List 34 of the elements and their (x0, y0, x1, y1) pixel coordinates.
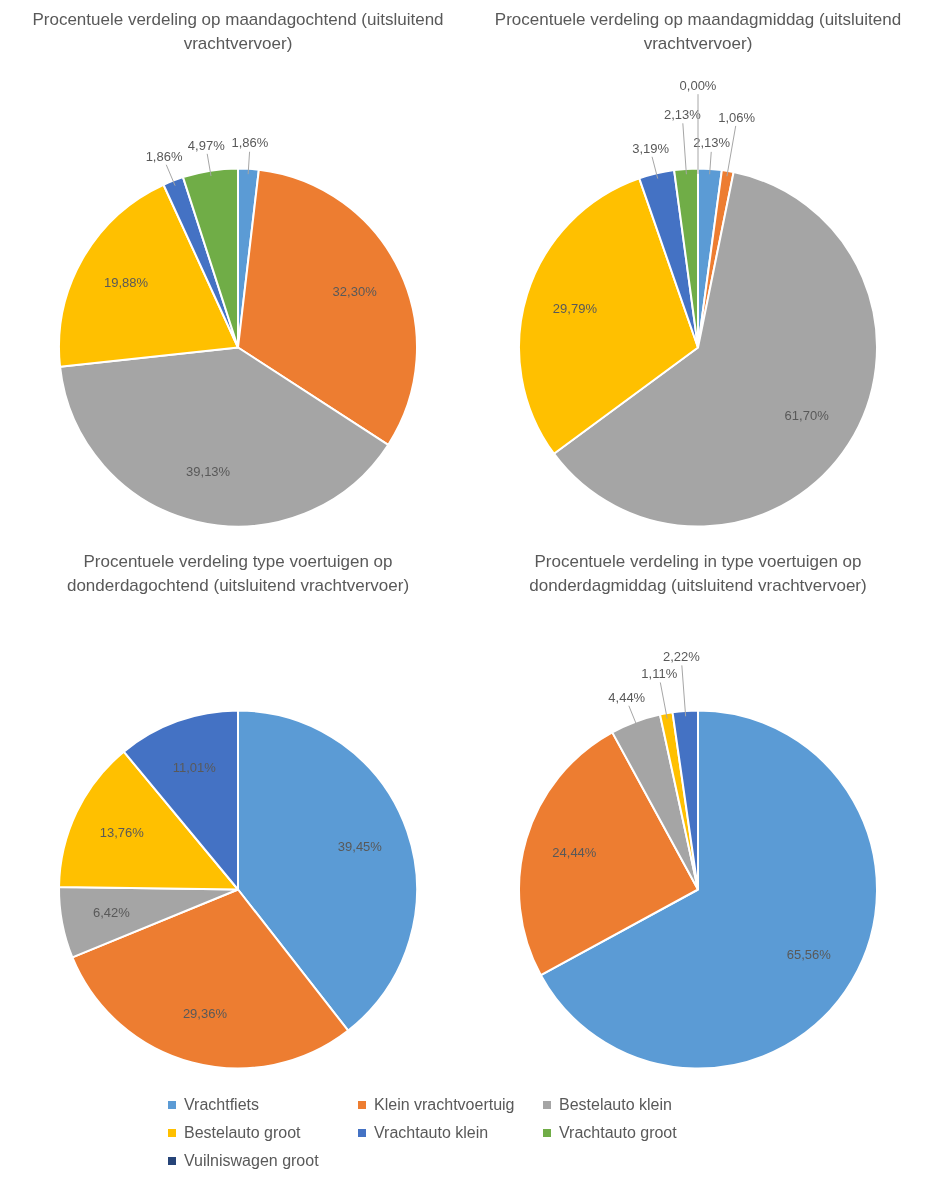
data-label: 39,45% (337, 839, 383, 855)
data-label: 2,13% (664, 106, 702, 122)
legend-label: Bestelauto groot (184, 1124, 301, 1142)
data-label: 4,97% (187, 137, 226, 153)
data-label: 29,36% (182, 1005, 228, 1021)
data-label: 32,30% (332, 284, 378, 300)
legend-label: Vrachtauto groot (559, 1124, 677, 1142)
data-label: 4,44% (608, 689, 646, 705)
data-label: 1,06% (718, 109, 756, 125)
legend-label: Vuilniswagen groot (184, 1152, 319, 1170)
data-label: 29,79% (552, 300, 598, 316)
legend-label: Klein vrachtvoertuig (374, 1096, 515, 1114)
data-label: 61,70% (784, 408, 830, 424)
data-label: 2,22% (662, 648, 701, 664)
data-label: 24,44% (552, 844, 597, 860)
data-label: 6,42% (92, 905, 131, 921)
chart-title: Procentuele verdeling in type voertuigen op donderdagmiddag (uitsluitend vrachtvervoer) (528, 551, 868, 597)
chart-title: Procentuele verdeling op maandagmiddag (uitsluitend vrachtvervoer) (493, 9, 903, 55)
legend-label: Bestelauto klein (559, 1096, 672, 1114)
legend-label: Vrachtauto klein (374, 1124, 489, 1142)
data-label: 3,19% (632, 140, 670, 156)
data-label: 2,13% (693, 135, 731, 151)
data-label: 1,11% (641, 666, 678, 682)
data-label: 19,88% (103, 275, 149, 291)
legend-label: Vrachtfiets (184, 1096, 259, 1114)
data-label: 1,86% (145, 148, 183, 164)
data-label: 65,56% (786, 946, 832, 962)
chart-title: Procentuele verdeling type voertuigen op donderdagochtend (uitsluitend vrachtvervoer) (65, 551, 411, 597)
data-label: 39,13% (186, 464, 231, 480)
data-label: 13,76% (99, 825, 145, 841)
text: 0,00% (679, 77, 717, 93)
data-label: 1,86% (231, 135, 269, 151)
chart-title: Procentuele verdeling op maandagochtend (uitsluitend vrachtvervoer) (31, 9, 445, 55)
data-label: 11,01% (172, 759, 217, 775)
